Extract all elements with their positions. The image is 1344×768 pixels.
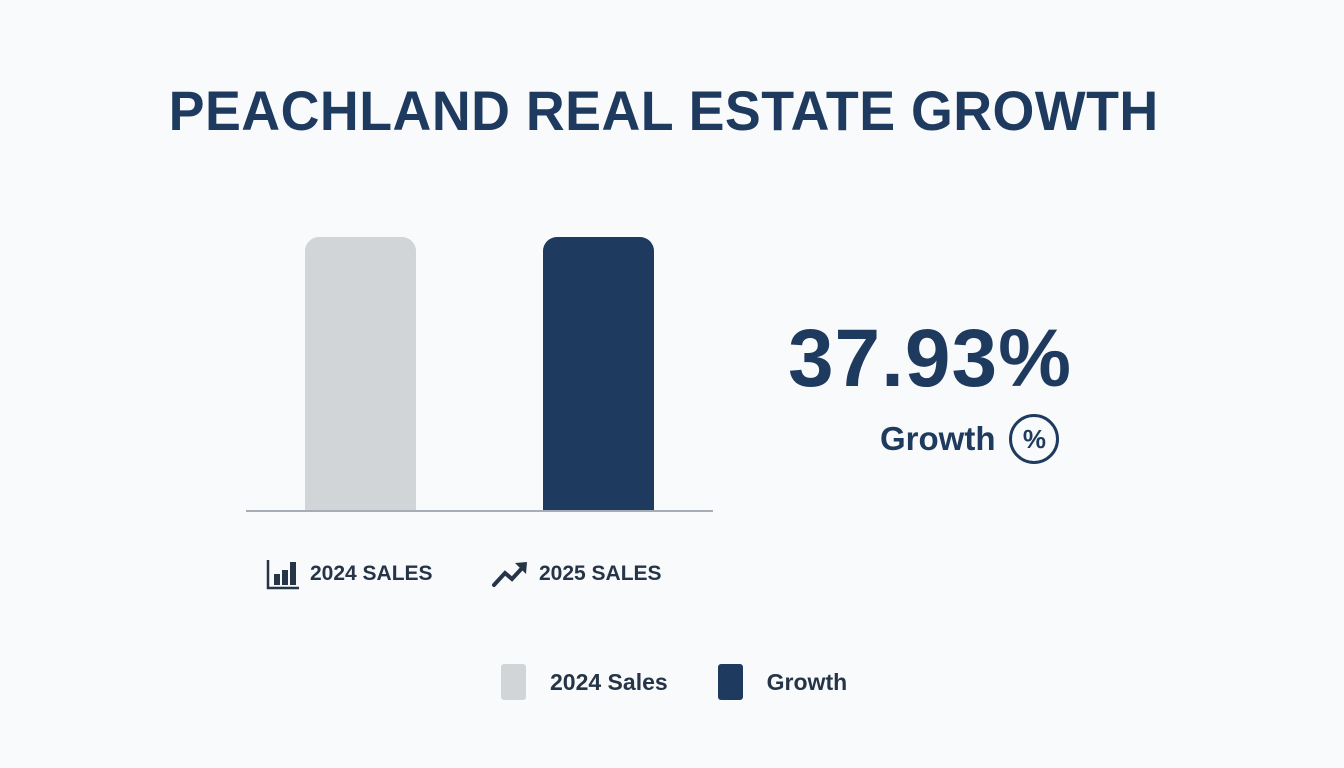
legend-label: Growth bbox=[766, 668, 848, 695]
bar-plot-area bbox=[246, 237, 713, 512]
x-axis-line bbox=[246, 510, 713, 512]
legend-item-2024-sales: 2024 Sales bbox=[501, 664, 668, 700]
legend-label: 2024 Sales bbox=[550, 668, 668, 695]
bar-2024-sales bbox=[305, 237, 416, 510]
chart-legend: 2024 Sales Growth bbox=[501, 664, 847, 700]
chart-title: PEACHLAND REAL ESTATE GROWTH bbox=[168, 79, 1160, 142]
kpi-growth-label: Growth bbox=[880, 420, 996, 457]
legend-item-growth: Growth bbox=[717, 664, 848, 700]
kpi-growth-label-row: Growth % bbox=[880, 413, 1060, 465]
legend-swatch bbox=[717, 664, 743, 700]
trending-up-icon bbox=[491, 560, 529, 588]
kpi-growth-value: 37.93% bbox=[787, 313, 1073, 404]
percent-circle-icon: % bbox=[1009, 414, 1060, 464]
category-label-text: 2025 SALES bbox=[539, 562, 662, 585]
bar-chart-icon bbox=[266, 558, 300, 590]
bar-2025-sales bbox=[543, 237, 654, 510]
category-label-2025: 2025 SALES bbox=[491, 557, 662, 591]
category-label-text: 2024 SALES bbox=[310, 562, 433, 585]
legend-swatch bbox=[501, 664, 526, 700]
category-label-2024: 2024 SALES bbox=[266, 557, 433, 591]
